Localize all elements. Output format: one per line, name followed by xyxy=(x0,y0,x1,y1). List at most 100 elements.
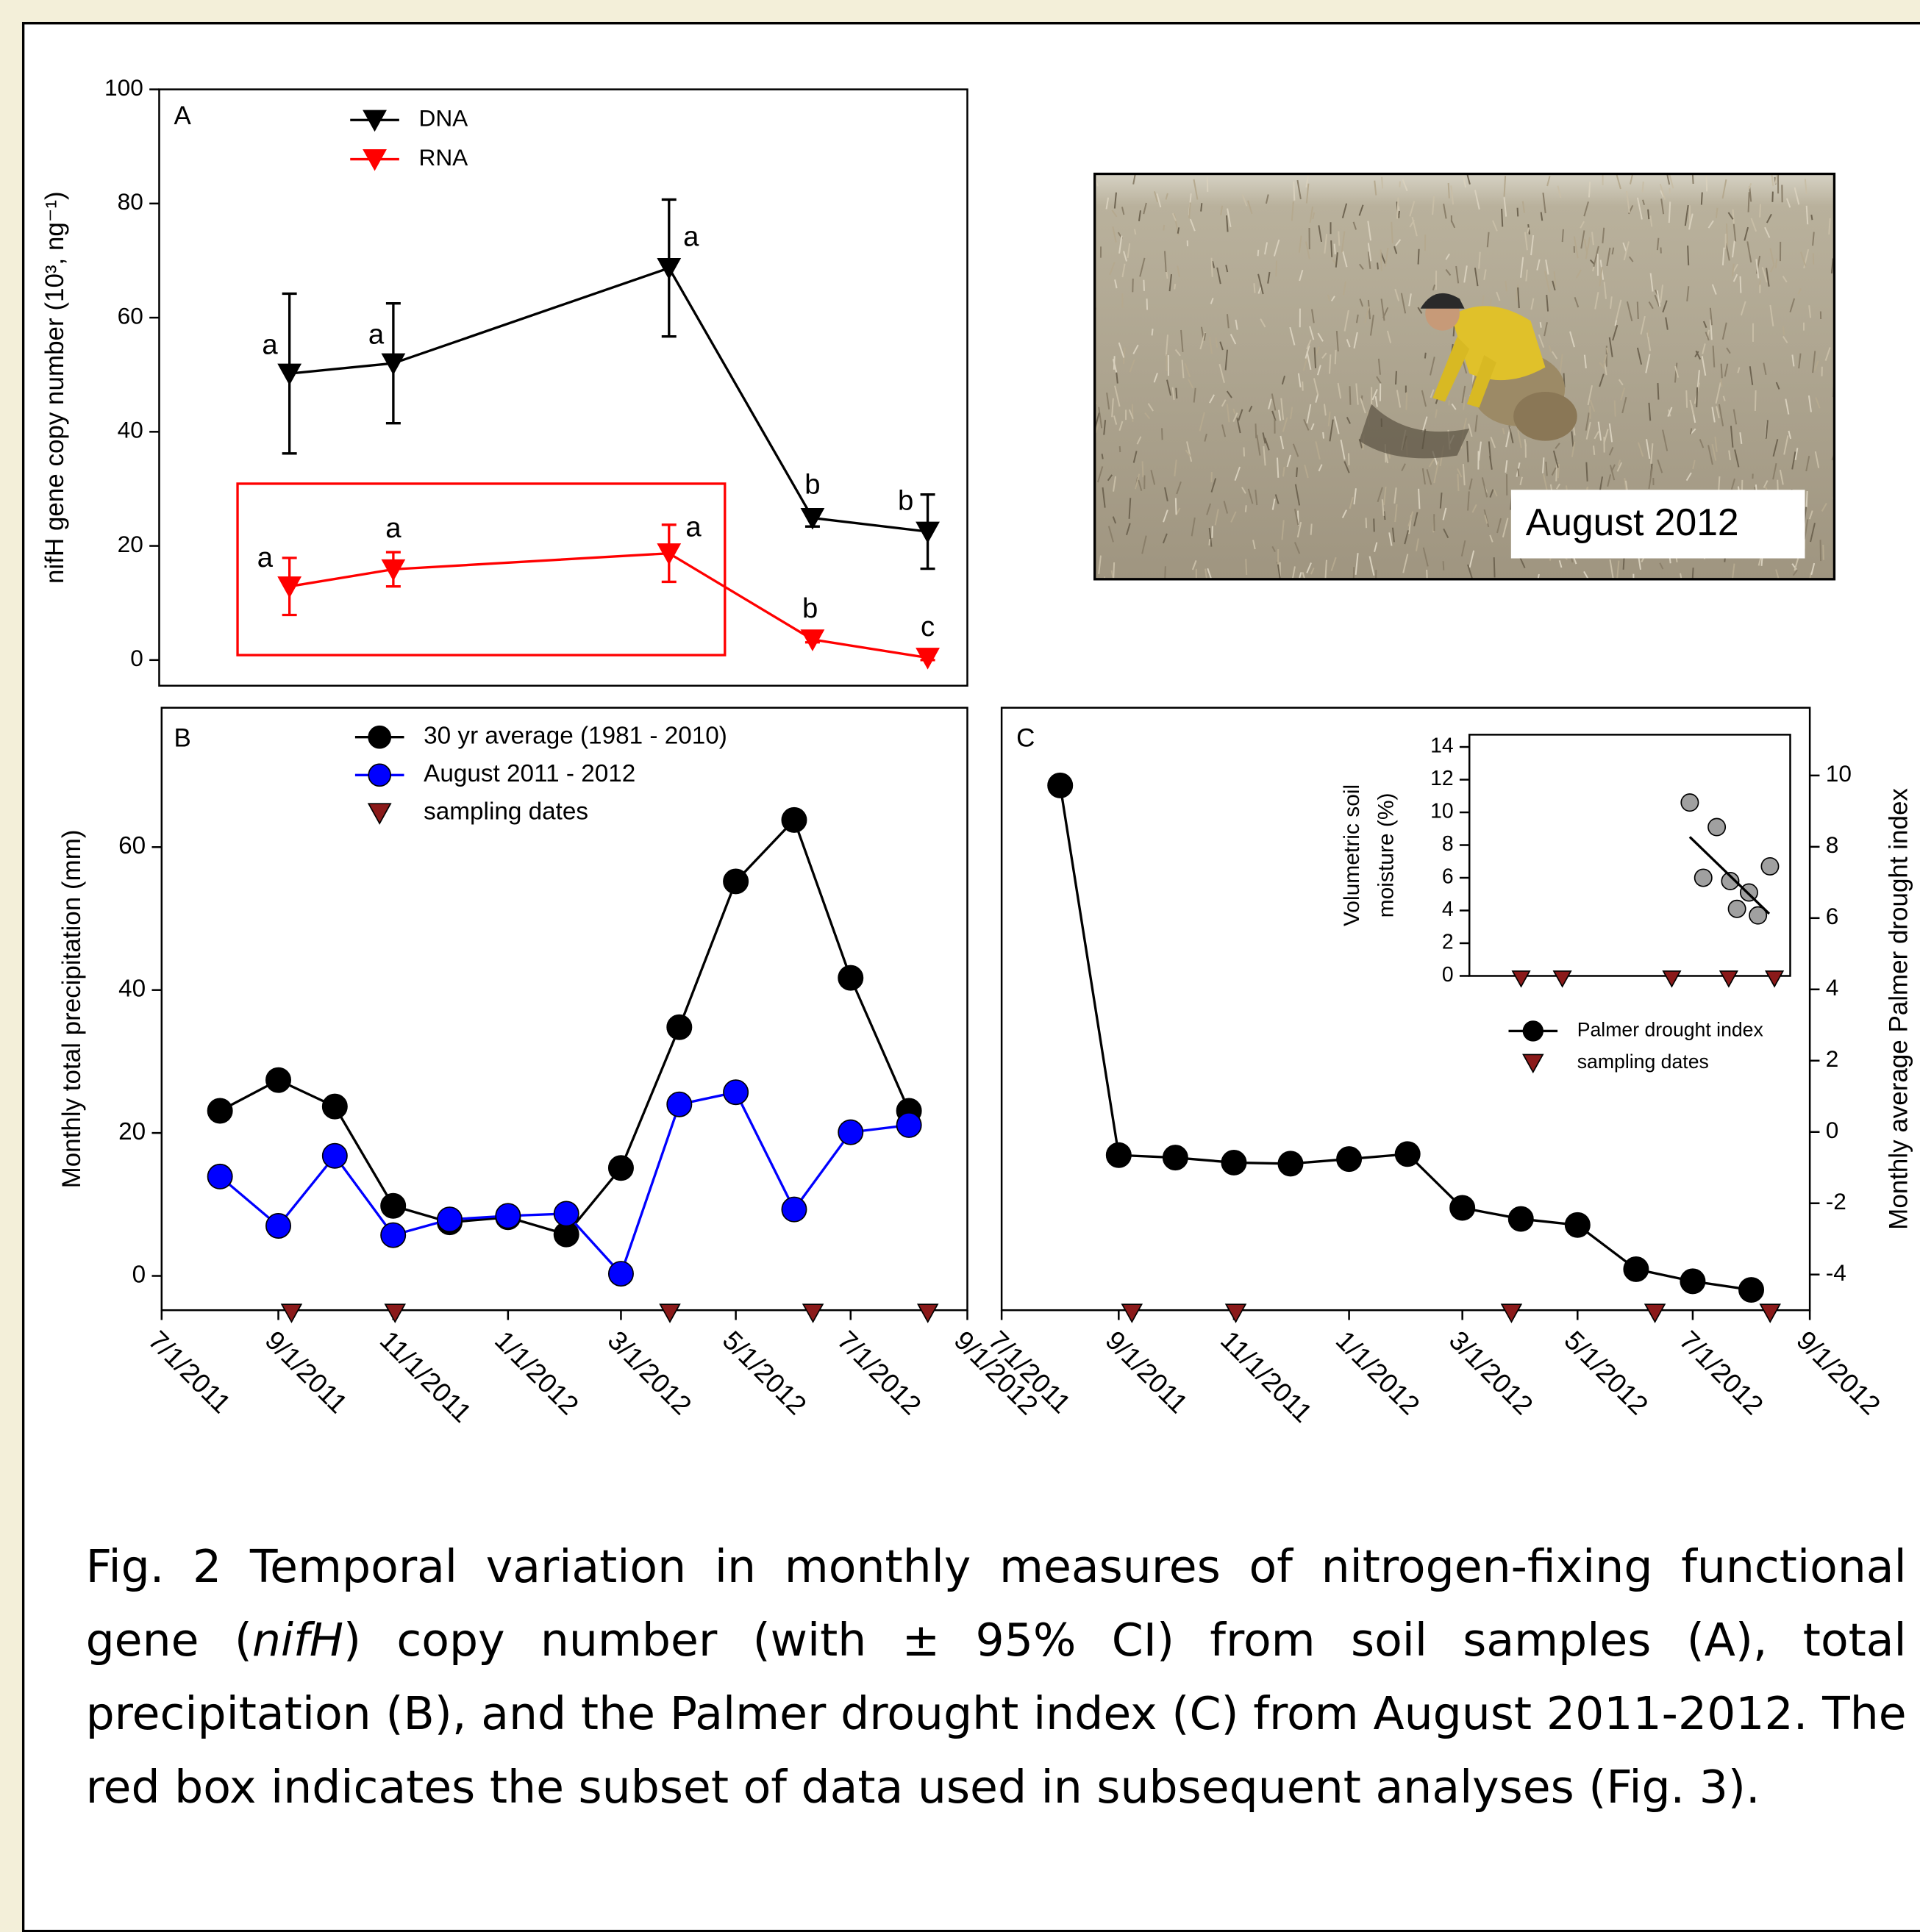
data-point xyxy=(1566,1213,1590,1237)
data-point xyxy=(658,259,680,279)
y-tick-label: 8 xyxy=(1442,831,1454,855)
photo-texture xyxy=(1772,192,1773,202)
x-tick-label: 9/1/2011 xyxy=(1100,1325,1194,1419)
sampling-date-marker xyxy=(1502,1304,1521,1322)
legend-label: 30 yr average (1981 - 2010) xyxy=(424,722,727,749)
photo-texture xyxy=(1315,348,1316,368)
y-tick-label: 60 xyxy=(118,302,143,329)
data-point xyxy=(667,1092,691,1117)
photo-texture xyxy=(1113,562,1114,584)
caption-gene: nifH xyxy=(252,1614,343,1667)
sampling-date-marker xyxy=(1766,971,1782,987)
significance-label: b xyxy=(898,484,913,516)
y-tick-label: 80 xyxy=(118,188,143,215)
photo-texture xyxy=(1293,182,1294,201)
data-point xyxy=(381,1194,405,1218)
data-point xyxy=(1221,1151,1246,1175)
photo-texture xyxy=(1143,280,1144,291)
data-point xyxy=(266,1068,290,1092)
photo-texture xyxy=(1418,249,1419,265)
data-point xyxy=(1728,901,1745,917)
y-tick-label: 20 xyxy=(118,1118,146,1145)
y-tick-label: 6 xyxy=(1442,864,1454,887)
sampling-date-marker xyxy=(1760,1304,1780,1322)
data-point xyxy=(667,1015,691,1040)
legend-label: sampling dates xyxy=(424,798,588,826)
data-point xyxy=(208,1098,232,1123)
data-point xyxy=(496,1203,520,1228)
significance-label: c xyxy=(921,611,935,643)
data-point xyxy=(609,1156,633,1180)
panel-label: C xyxy=(1016,723,1035,752)
photo-texture xyxy=(1209,539,1210,545)
legend-label: Palmer drought index xyxy=(1577,1018,1764,1040)
data-point xyxy=(381,1223,405,1247)
caption: Fig. 2 Temporal variation in monthly mea… xyxy=(86,1531,1907,1825)
photo-texture xyxy=(1276,261,1277,277)
legend-marker xyxy=(1523,1021,1543,1041)
y-axis-label: Monthly average Palmer drought index xyxy=(1885,788,1913,1230)
y-axis-label: moisture (%) xyxy=(1374,793,1399,917)
x-tick-label: 11/1/2011 xyxy=(374,1325,477,1428)
person-legs xyxy=(1513,392,1577,441)
plot-frame xyxy=(159,90,967,686)
significance-label: a xyxy=(257,542,274,573)
y-tick-label: -2 xyxy=(1826,1188,1846,1214)
photo-texture xyxy=(1296,468,1297,477)
photo-texture xyxy=(1494,557,1495,577)
photo-texture xyxy=(1243,447,1244,456)
x-tick-label: 9/1/2012 xyxy=(1791,1325,1886,1420)
y-tick-label: 0 xyxy=(1826,1117,1839,1143)
y-tick-label: 12 xyxy=(1430,766,1453,790)
data-point xyxy=(279,577,301,597)
legend-label: August 2011 - 2012 xyxy=(424,760,635,787)
data-point xyxy=(323,1144,347,1168)
data-point xyxy=(782,1197,806,1221)
significance-label: b xyxy=(802,593,818,624)
y-tick-label: 6 xyxy=(1826,903,1839,929)
photo-texture xyxy=(1258,250,1259,256)
data-point xyxy=(1695,869,1712,886)
data-point xyxy=(1048,773,1072,798)
photo-texture xyxy=(1643,182,1644,192)
photo-texture xyxy=(1467,441,1468,462)
x-tick-label: 1/1/2012 xyxy=(1330,1325,1426,1420)
sampling-date-marker xyxy=(1663,971,1680,987)
data-point xyxy=(554,1201,579,1226)
legend-marker xyxy=(1523,1054,1543,1072)
photo-texture xyxy=(1176,388,1177,398)
legend-marker xyxy=(368,726,390,748)
x-tick-label: 5/1/2012 xyxy=(717,1325,813,1420)
photo-texture xyxy=(1615,401,1616,417)
photo-texture xyxy=(1152,329,1153,335)
data-point xyxy=(1739,1278,1763,1302)
photo-texture xyxy=(1721,364,1722,379)
photo-texture xyxy=(1399,182,1400,187)
photo-texture xyxy=(1686,390,1687,408)
y-tick-label: 40 xyxy=(118,417,143,443)
photo-texture xyxy=(1366,518,1367,528)
photo-texture xyxy=(1457,474,1458,491)
photo-texture xyxy=(1443,561,1444,570)
y-tick-label: 10 xyxy=(1826,760,1852,787)
data-point xyxy=(438,1207,462,1231)
photo-texture xyxy=(1377,262,1378,269)
photo-texture xyxy=(1418,489,1419,509)
photo-texture xyxy=(1255,423,1256,438)
photo-texture xyxy=(1338,232,1339,246)
y-tick-label: 14 xyxy=(1430,734,1453,757)
y-tick-label: 20 xyxy=(118,531,143,557)
photo-texture xyxy=(1589,182,1590,197)
data-point xyxy=(1337,1147,1361,1171)
photo-texture xyxy=(1350,386,1351,405)
legend-marker xyxy=(368,764,390,786)
data-point xyxy=(1708,818,1725,835)
sampling-date-marker xyxy=(1554,971,1571,987)
data-point xyxy=(1163,1145,1188,1170)
y-tick-label: 2 xyxy=(1442,929,1454,953)
photo-texture xyxy=(1212,526,1213,538)
y-tick-label: 2 xyxy=(1826,1045,1839,1072)
sampling-date-marker xyxy=(282,1304,301,1322)
